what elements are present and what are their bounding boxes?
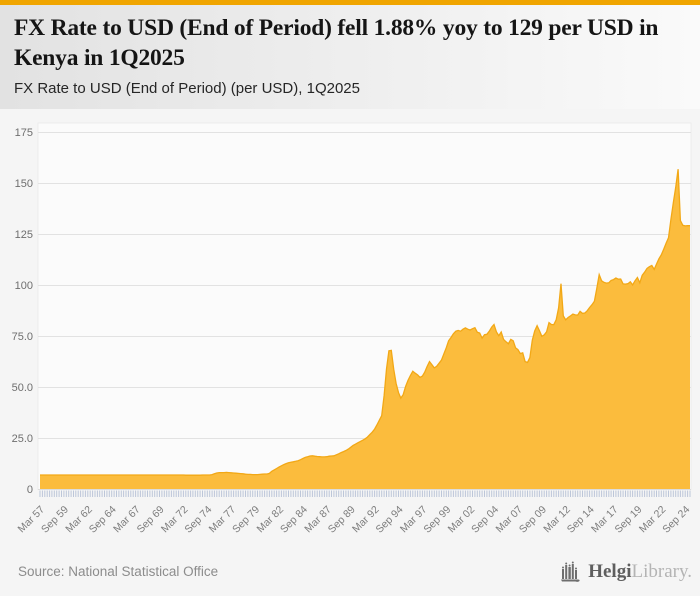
svg-text:50.0: 50.0 [12, 382, 33, 394]
helgi-building-icon [561, 561, 580, 582]
svg-text:150: 150 [15, 178, 33, 190]
logo-text-library: Library. [631, 560, 693, 582]
chart-footer: Source: National Statistical Office Helg… [0, 541, 700, 596]
logo-text: HelgiLibrary. [588, 561, 692, 583]
area-fill [40, 169, 690, 490]
chart-header: FX Rate to USD (End of Period) fell 1.88… [0, 5, 700, 109]
svg-text:100: 100 [15, 280, 33, 292]
svg-text:0: 0 [27, 484, 33, 496]
svg-text:75.0: 75.0 [12, 331, 33, 343]
accent-top-bar [0, 0, 700, 5]
page-subtitle: FX Rate to USD (End of Period) (per USD)… [14, 80, 360, 98]
quarter-ticks [39, 490, 691, 497]
logo-text-helgi: Helgi [588, 560, 632, 582]
svg-text:175: 175 [15, 127, 33, 139]
page-title: FX Rate to USD (End of Period) fell 1.88… [14, 15, 659, 71]
svg-text:125: 125 [15, 229, 33, 241]
chart-container: Mar 57 Sep 59 Mar 62 Sep 64 Mar 67 Sep 69 Mar … [0, 109, 700, 541]
svg-text:25.0: 25.0 [12, 433, 33, 445]
source-text: Source: National Statistical Office [18, 564, 219, 579]
y-axis-labels: 0 25.0 50.0 75.0 100 125 150 175 [12, 127, 33, 496]
area-line [40, 169, 690, 476]
svg-text:Sep 24: Sep 24 [660, 504, 692, 536]
helgi-library-logo[interactable]: HelgiLibrary. [559, 560, 692, 584]
